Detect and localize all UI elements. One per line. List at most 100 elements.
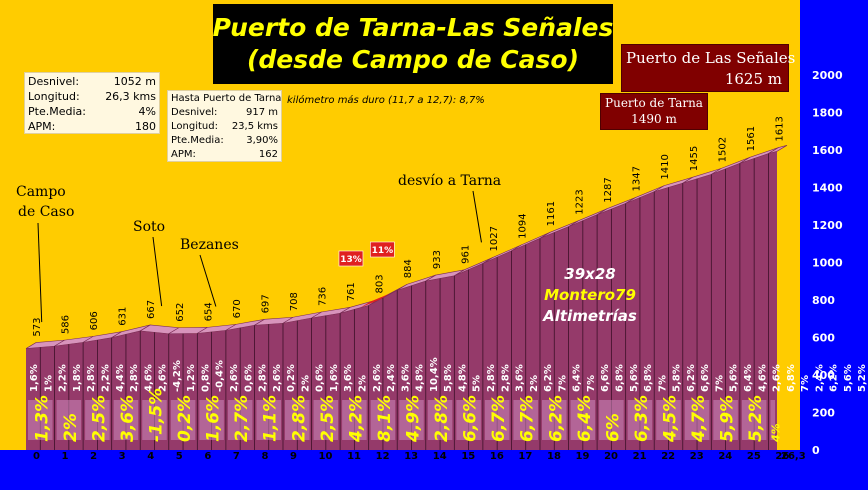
stats-value: 4% [138, 105, 156, 118]
half-km-grade-label: 1,6% [329, 364, 340, 392]
x-tick-label: 18 [547, 451, 561, 462]
half-km-grade-label: 2,2% [58, 364, 69, 392]
x-tick-label: 13 [404, 451, 418, 462]
half-km-grade-label: 6,2% [543, 364, 554, 392]
place-label: Bezanes [180, 237, 239, 253]
half-km-grade-label: 5,6% [843, 364, 854, 392]
stats-total-row: Desnivel: 1052 m [28, 74, 156, 89]
km-grade-box [284, 400, 310, 440]
km-grade-label: 1,3% [32, 395, 52, 442]
km-grade-label: 2,5% [318, 395, 338, 442]
half-km-grade-label: 1,2% [186, 364, 197, 392]
profile-front-face [26, 151, 777, 450]
x-tick-label: 11 [347, 451, 361, 462]
km-grade-box [199, 400, 224, 440]
altitude-label: 933 [432, 250, 443, 269]
half-km-grade-label: 4,8% [415, 364, 426, 392]
altitude-label: 761 [346, 282, 357, 301]
y-tick-label: 1800 [812, 107, 843, 120]
stats-label: APM: [171, 149, 196, 160]
km-grade-box [256, 400, 281, 440]
stats-value: 917 m [245, 107, 278, 118]
km-grade-label: 1,6% [204, 395, 224, 442]
pass-name: Puerto de Tarna [605, 96, 703, 110]
km-grade-box [170, 400, 196, 440]
summit-name: Puerto de Las Señales [626, 49, 796, 67]
km-grade-box [541, 400, 567, 440]
half-km-grade-label: 2,6% [158, 364, 169, 392]
x-tick-label: 2 [90, 451, 97, 462]
x-tick-label: 23 [690, 451, 704, 462]
y-tick-label: 1000 [812, 257, 843, 270]
altitude-label: 1502 [717, 137, 728, 162]
km-grade-box [427, 400, 453, 440]
altitude-label: 1161 [546, 201, 557, 226]
km-grade-box [113, 400, 139, 440]
half-km-grade-label: 6,2% [829, 364, 840, 392]
half-km-grade-label: -0,4% [215, 360, 226, 392]
stats-label: Longitud: [171, 121, 218, 132]
place-label: Campo [16, 184, 66, 200]
half-km-grade-label: 7% [557, 375, 568, 392]
stats-label: Longitud: [28, 90, 80, 103]
place-label: Soto [133, 219, 165, 235]
half-km-grade-label: 5,2% [857, 364, 868, 392]
stats-label: APM: [28, 120, 56, 133]
x-tick-label: 16 [490, 451, 504, 462]
half-km-grade-label: 2% [358, 375, 369, 392]
profile-top-segment [768, 145, 788, 154]
km-grade-label: 6,7% [489, 395, 509, 442]
x-tick-label: 0 [33, 451, 40, 462]
km-grade-box [85, 400, 110, 440]
altitude-label: 606 [89, 311, 100, 330]
x-axis-ticks: 0 1 2 3 4 5 6 7 8 9 10 11 12 13 14 15 16 17 18 19 20 21 22 23 24… [33, 451, 806, 462]
place-leader-line [199, 254, 217, 307]
altitude-label: 652 [175, 303, 186, 322]
steep-badge-label: 13% [340, 255, 362, 265]
half-km-grade-label: 2,8% [258, 364, 269, 392]
stats-value: 162 [258, 149, 278, 160]
half-km-grade-label: 2% [300, 375, 311, 392]
altitude-label: 586 [61, 315, 72, 334]
altitude-label: 631 [118, 307, 129, 326]
altitude-label: 1455 [689, 146, 700, 171]
hardest-km-note: kilómetro más duro (11,7 a 12,7): 8,7% [287, 95, 485, 106]
x-tick-label: 1 [62, 451, 69, 462]
stats-partial-row: APM: 162 [171, 148, 278, 162]
half-km-grade-label: 5,6% [629, 364, 640, 392]
summit-box: Puerto de Las Señales 1625 m [621, 44, 795, 92]
km-grade-box [599, 400, 624, 440]
half-km-grade-label: 7% [657, 375, 668, 392]
half-km-grade-label: 2,8% [500, 364, 511, 392]
half-km-grade-label: 4,4% [115, 364, 126, 392]
km-grade-box [684, 400, 710, 440]
y-tick-label: 800 [812, 294, 835, 307]
altitude-label: 1094 [517, 213, 528, 238]
y-tick-label: 0 [812, 444, 820, 457]
altitude-label: 708 [289, 292, 300, 311]
half-km-grade-label: 5,6% [729, 364, 740, 392]
half-km-grade-label: 2,4% [814, 364, 825, 392]
half-km-grade-label: 3,6% [400, 364, 411, 392]
half-km-grade-label: 1,6% [29, 364, 40, 392]
km-grade-label: 6,3% [632, 395, 652, 442]
half-km-grade-label: 2,4% [386, 364, 397, 392]
stats-partial-row: Desnivel: 917 m [171, 106, 278, 120]
stats-total-row: APM: 180 [28, 119, 156, 134]
half-km-grade-label: 2,6% [272, 364, 283, 392]
half-km-grade-label: 0,8% [200, 364, 211, 392]
km-grade-box [656, 400, 681, 440]
x-tick-label: 9 [290, 451, 297, 462]
half-km-grade-label: 4,8% [457, 364, 468, 392]
place-label: de Caso [18, 204, 74, 220]
steep-badge-box [370, 241, 395, 258]
credit-line3: Altimetrías [543, 307, 637, 325]
half-km-grade-label: 2,8% [129, 364, 140, 392]
x-tick-label: 19 [576, 451, 590, 462]
half-km-grade-label: 6,8% [615, 364, 626, 392]
credit-line1: 39x28 [564, 265, 616, 283]
x-tick-label: 8 [261, 451, 268, 462]
place-leader-line [152, 236, 163, 307]
km-grade-box [399, 400, 424, 440]
